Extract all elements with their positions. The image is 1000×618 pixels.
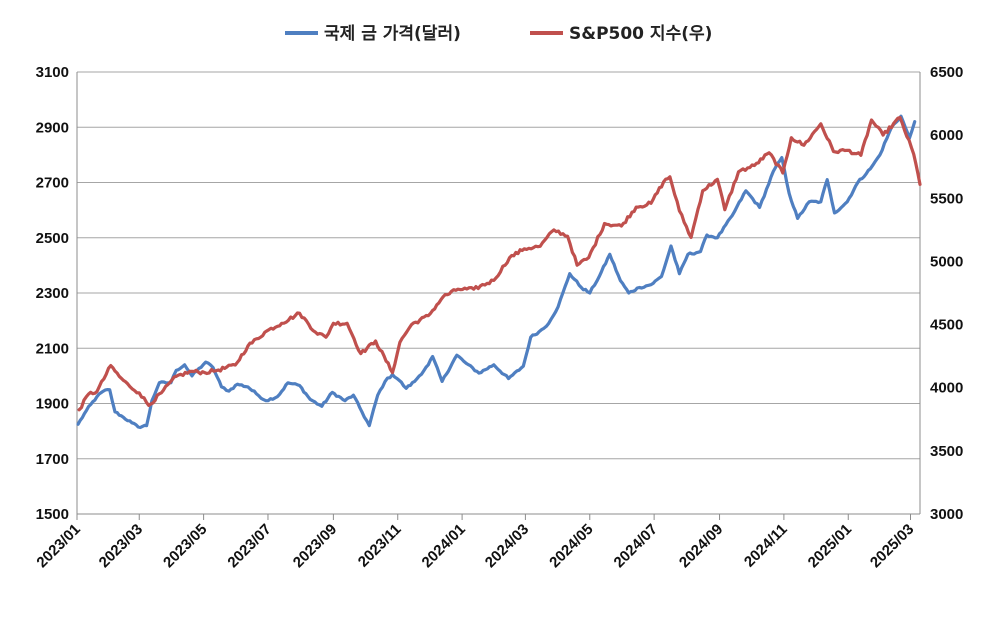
y-left-tick-3100: 3100: [36, 64, 69, 81]
x-tick-2023-01: 2023/01: [33, 521, 83, 571]
y-right-tick-5000: 5000: [930, 253, 963, 270]
x-tick-2024-03: 2024/03: [482, 521, 532, 571]
y-left-tick-1700: 1700: [36, 451, 69, 468]
y-right-tick-3000: 3000: [930, 506, 963, 523]
y-right-tick-6000: 6000: [930, 127, 963, 144]
x-tick-2023-03: 2023/03: [96, 521, 146, 571]
legend-label-gold: 국제 금 가격(달러): [324, 23, 461, 44]
y-left-tick-1500: 1500: [36, 506, 69, 523]
series-line-0: [76, 114, 917, 430]
y-left-tick-2500: 2500: [36, 230, 69, 247]
y-right-tick-4000: 4000: [930, 380, 963, 397]
x-tick-2023-05: 2023/05: [160, 521, 210, 571]
x-tick-2024-11: 2024/11: [741, 521, 791, 571]
y-right-tick-6500: 6500: [930, 64, 963, 81]
y-right-tick-4500: 4500: [930, 317, 963, 334]
series-line-1: [77, 115, 922, 412]
y-right-tick-3500: 3500: [930, 443, 963, 460]
y-left-tick-1900: 1900: [36, 396, 69, 413]
legend-label-sp500: S&P500 지수(우): [569, 24, 712, 44]
x-tick-2023-07: 2023/07: [224, 521, 274, 571]
series-lines: [76, 114, 922, 430]
x-tick-2023-09: 2023/09: [290, 521, 340, 571]
x-tick-2024-09: 2024/09: [676, 521, 726, 571]
gridlines: [77, 71, 920, 460]
y-left-tick-2700: 2700: [36, 175, 69, 192]
x-tick-2024-05: 2024/05: [546, 521, 596, 571]
x-tick-2025-01: 2025/01: [805, 521, 855, 571]
axes: 1500 1700 1900 2100 2300 2500 2700 2900 3100 3000…: [33, 64, 963, 571]
x-tick-2024-07: 2024/07: [611, 521, 661, 571]
x-tick-2024-01: 2024/01: [419, 521, 469, 571]
y-right-tick-5500: 5500: [930, 190, 963, 207]
y-left-tick-2900: 2900: [36, 119, 69, 136]
legend: 국제 금 가격(달러) S&P500 지수(우): [285, 23, 712, 44]
x-tick-2023-11: 2023/11: [355, 521, 405, 571]
x-tick-2025-03: 2025/03: [867, 521, 917, 571]
y-left-tick-2300: 2300: [36, 285, 69, 302]
y-left-tick-2100: 2100: [36, 340, 69, 357]
